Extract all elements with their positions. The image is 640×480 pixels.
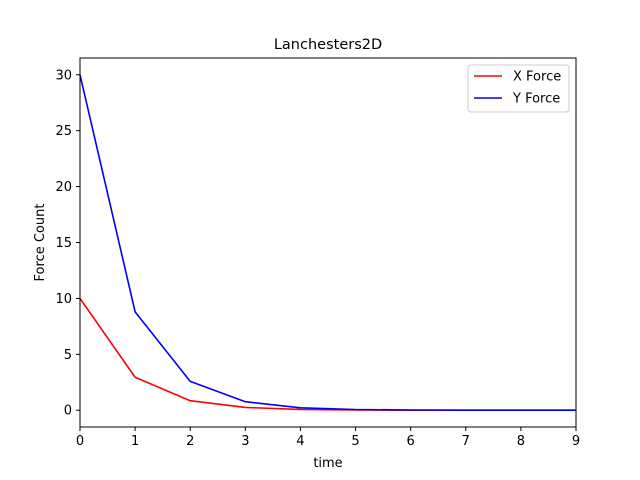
axis-layer: 0 1 2 3 4 5 6 7 8 9 0 5 10 15 20 25 30 <box>55 68 580 449</box>
x-tick-label: 5 <box>351 434 359 449</box>
x-tick-label: 8 <box>517 434 525 449</box>
x-tick-label: 6 <box>407 434 415 449</box>
x-tick-label: 0 <box>76 434 84 449</box>
legend-label: X Force <box>513 70 561 85</box>
legend-label: Y Force <box>512 92 560 107</box>
y-tick-label: 10 <box>55 292 72 307</box>
y-tick-label: 0 <box>64 404 72 419</box>
x-tick-label: 4 <box>296 434 304 449</box>
chart-title: Lanchesters2D <box>274 37 382 53</box>
x-tick-label: 7 <box>462 434 470 449</box>
x-tick-label: 2 <box>186 434 194 449</box>
y-tick-label: 25 <box>55 124 72 139</box>
plot-frame <box>79 57 577 428</box>
x-tick-label: 1 <box>131 434 139 449</box>
plot-area <box>80 58 576 427</box>
x-axis-label: time <box>313 456 342 471</box>
legend: X Force Y Force <box>467 64 570 113</box>
series-layer <box>79 74 577 412</box>
series-line-y-force <box>79 74 577 412</box>
y-tick-label: 15 <box>55 236 72 251</box>
y-tick-label: 20 <box>55 180 72 195</box>
x-tick-label: 9 <box>572 434 580 449</box>
x-tick-label: 3 <box>241 434 249 449</box>
y-axis-label: Force Count <box>33 204 48 282</box>
y-tick-label: 5 <box>64 348 72 363</box>
y-tick-label: 30 <box>55 68 72 83</box>
